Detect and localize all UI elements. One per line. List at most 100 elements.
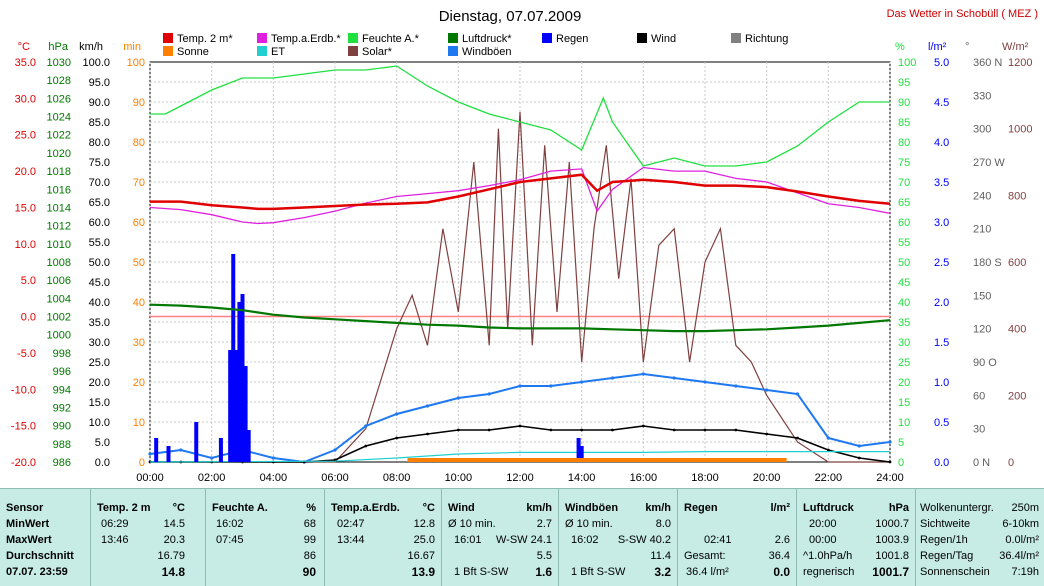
x-tick-label: 22:00 (815, 472, 843, 484)
rain-hour-value: 0.0l/m² (1005, 534, 1039, 546)
sun-tick-label: 60 (133, 217, 145, 229)
cloudbase-value: 250m (1011, 502, 1039, 514)
x-tick-label: 00:00 (136, 472, 164, 484)
temp-tick-label: 15.0 (15, 202, 36, 214)
gust-column: Windböen km/h Ø 10 min. 8.0 16:02 S-SW 40.2… (559, 489, 678, 586)
legend-label-et: ET (271, 46, 285, 58)
tground-unit: °C (422, 502, 435, 514)
gust-point (765, 388, 769, 392)
gust-point (210, 456, 214, 460)
gust-point (395, 412, 399, 416)
tground-max: 25.0 (413, 534, 435, 546)
rain-tick-label: 3.0 (934, 217, 949, 229)
wind-tick-label: 35.0 (89, 317, 110, 329)
x-tick-label: 10:00 (445, 472, 473, 484)
humidity-tick-label: 75 (898, 157, 910, 169)
humidity-tick-label: 5 (898, 437, 904, 449)
sun-tick-label: 70 (133, 177, 145, 189)
pressure-tick-label: 1000 (47, 330, 71, 342)
press-current: 1001.7 (872, 565, 909, 579)
gust-title: Windböen (565, 502, 619, 514)
gust-point (795, 392, 800, 396)
gust-point (549, 384, 553, 388)
gust-unit: km/h (645, 502, 671, 514)
legend-label-tempground: Temp.a.Erdb.* (271, 33, 341, 45)
pressure-tick-label: 998 (53, 348, 71, 360)
sun-bar (500, 458, 540, 462)
humidity-series-line (150, 65, 890, 167)
x-tick-label: 20:00 (753, 472, 781, 484)
rain-max-time: 02:41 (704, 534, 732, 546)
hum-min: 68 (303, 518, 316, 530)
gust-point (641, 372, 645, 376)
rain-column: Regen l/m² 02:41 2.6 Gesamt: 36.4 36.4 l/m²… (678, 489, 797, 586)
wind-tick-label: 70.0 (89, 177, 110, 189)
temp-tick-label: 35.0 (15, 57, 36, 69)
temp-series-line (150, 173, 891, 211)
wind-tick-label: 45.0 (89, 277, 110, 289)
pressure-tick-label: 994 (53, 384, 71, 396)
wind-point (672, 428, 676, 432)
sun-bar (469, 458, 510, 462)
wind-tick-label: 20.0 (89, 377, 110, 389)
tground-title: Temp.a.Erdb. (331, 502, 400, 514)
temp-max: 20.3 (163, 534, 185, 546)
gust-point (333, 448, 337, 452)
weather-chart: Dienstag, 07.07.2009 Das Wetter in Schob… (11, 8, 1038, 484)
solar-unit: W/m² (1002, 41, 1029, 53)
rain-tick-label: 0.5 (934, 417, 949, 429)
humidity-tick-label: 85 (898, 117, 910, 129)
wind-current: 1.6 (535, 565, 552, 579)
pressure-tick-label: 992 (53, 402, 71, 414)
wind-tick-label: 25.0 (89, 357, 110, 369)
legend-swatch-et (257, 46, 267, 56)
gust-point (610, 376, 615, 380)
temp-current: 14.8 (161, 565, 185, 579)
wind-point (580, 428, 584, 432)
rain-title: Regen (684, 502, 718, 514)
wind-point (888, 460, 892, 464)
sun-tick-label: 80 (133, 137, 145, 149)
humidity-unit: % (895, 41, 905, 53)
wind-point (456, 428, 460, 432)
wind-tick-label: 30.0 (89, 337, 110, 349)
rain-tick-label: 1.0 (934, 377, 949, 389)
humidity-tick-label: 95 (898, 77, 910, 89)
direction-tick-label: 150 (973, 290, 991, 302)
wind-tick-label: 95.0 (89, 77, 110, 89)
rain-unit: l/m² (928, 41, 947, 53)
pressure-tick-label: 1020 (47, 148, 71, 160)
wind-tick-label: 65.0 (89, 197, 110, 209)
row-label-current: 07.07. 23:59 (6, 566, 68, 578)
humidity-tick-label: 65 (898, 197, 910, 209)
legend-swatch-solar (348, 46, 358, 56)
sun-tick-label: 20 (133, 377, 145, 389)
press-unit: hPa (888, 502, 909, 514)
sun-bar (407, 458, 448, 462)
direction-tick-label: 120 (973, 324, 991, 336)
solar-tick-label: 1000 (1008, 124, 1032, 136)
solar-tick-label: 1200 (1008, 57, 1032, 69)
wind-max-time: 16:01 (454, 534, 482, 546)
temp-column: Temp. 2 m °C 06:29 14.5 13:46 20.3 16.79 14… (91, 489, 206, 586)
gust-current: 3.2 (654, 565, 671, 579)
rain-bar (231, 254, 236, 462)
wind-bft: 1 Bft S-SW (454, 566, 509, 578)
sunshine-value: 7:19h (1011, 566, 1039, 578)
legend-label-solar: Solar* (362, 46, 393, 58)
humidity-column: Feuchte A.% 16:02 68 07:45 99 86 90 (206, 489, 325, 586)
humidity-tick-label: 0 (898, 457, 904, 469)
humidity-tick-label: 55 (898, 237, 910, 249)
sun-tick-label: 30 (133, 337, 145, 349)
gust-point (179, 448, 183, 452)
temp-tick-label: 10.0 (15, 239, 36, 251)
wind-tick-label: 10.0 (89, 417, 110, 429)
wind-tick-label: 85.0 (89, 117, 110, 129)
humidity-tick-label: 40 (898, 297, 910, 309)
wind-avg: 5.5 (536, 550, 552, 562)
press-max-time: 00:00 (809, 534, 837, 546)
press-forecast: regnerisch (803, 566, 855, 578)
rain-bar (154, 438, 159, 462)
pressure-column: Luftdruck hPa 20:00 1000.7 00:00 1003.9 ^1.… (797, 489, 916, 586)
gust-point (425, 404, 430, 408)
